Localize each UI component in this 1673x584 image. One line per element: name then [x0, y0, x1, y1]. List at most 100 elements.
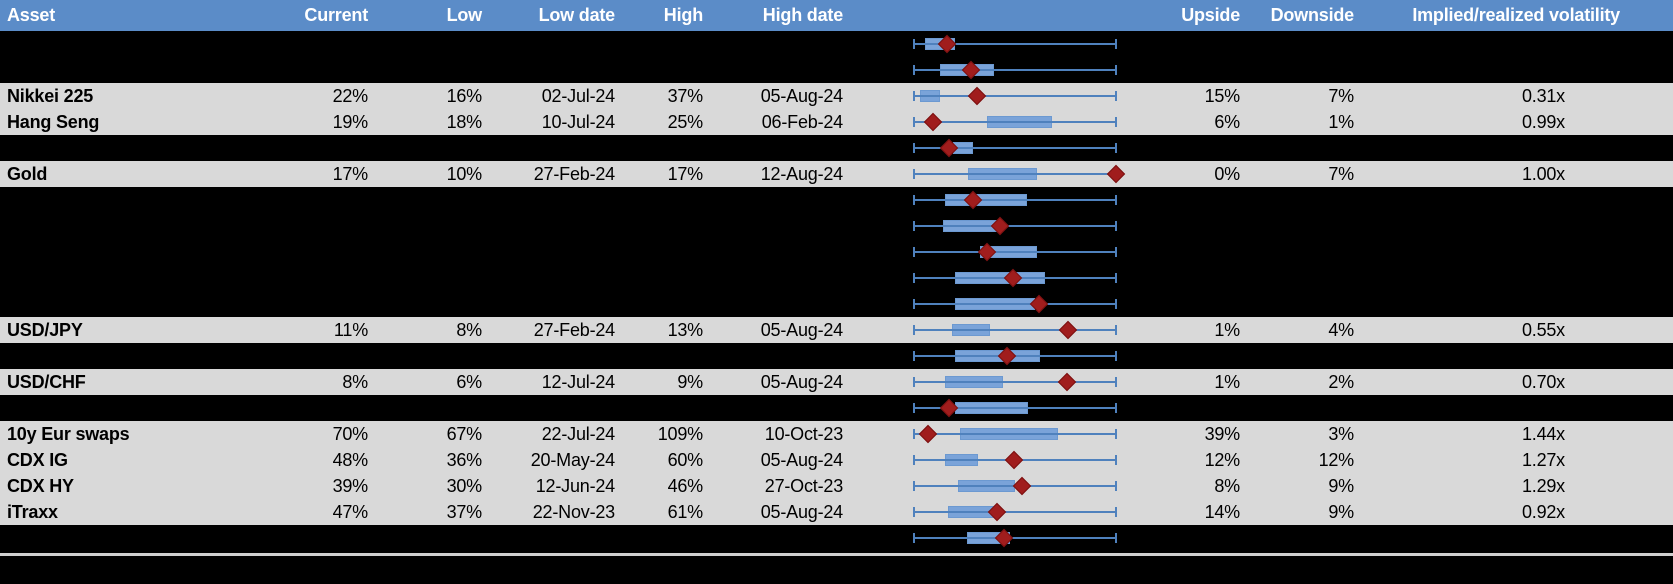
cell-current	[180, 291, 368, 317]
cell-high: 46%	[667, 476, 704, 496]
cell-upside	[1160, 239, 1242, 265]
cell-low: 6%	[456, 372, 482, 392]
table-row	[0, 395, 1673, 421]
cell-low-date	[482, 31, 615, 57]
table-row: CDX IG 48% 36% 20-May-24 60% 05-Aug-24 1…	[0, 447, 1673, 473]
whisker-line	[913, 433, 1117, 435]
cell-low-date	[482, 239, 615, 265]
cell-asset: CDX HY	[7, 476, 74, 496]
cell-high-date	[703, 57, 843, 83]
cell-implied-realized-volatility	[1362, 343, 1673, 369]
cell-high	[615, 213, 703, 239]
table-row: USD/CHF 8% 6% 12-Jul-24 9% 05-Aug-24 1% …	[0, 369, 1673, 395]
cell-box-plot	[843, 57, 1160, 83]
whisker-cap-left	[913, 403, 915, 413]
whisker-cap-left	[913, 169, 915, 179]
whisker-cap-left	[913, 221, 915, 231]
box-plot-track	[913, 499, 1117, 525]
cell-low	[368, 239, 482, 265]
header-high-date: High date	[762, 5, 843, 25]
cell-high-date	[703, 187, 843, 213]
whisker-cap-left	[913, 143, 915, 153]
cell-implied-realized-volatility: 1.29x	[1521, 476, 1565, 496]
cell-current: 8%	[342, 372, 368, 392]
cell-implied-realized-volatility: 0.70x	[1521, 372, 1565, 392]
cell-implied-realized-volatility: 1.00x	[1521, 164, 1565, 184]
whisker-line	[913, 225, 1117, 227]
cell-low	[368, 291, 482, 317]
whisker-line	[913, 121, 1117, 123]
cell-high: 61%	[667, 502, 704, 522]
cell-low: 8%	[456, 320, 482, 340]
cell-upside	[1160, 395, 1242, 421]
cell-box-plot	[843, 31, 1160, 57]
cell-box-plot	[843, 447, 1160, 473]
cell-high: 25%	[667, 112, 704, 132]
cell-high-date: 05-Aug-24	[760, 372, 843, 392]
cell-high-date: 10-Oct-23	[764, 424, 843, 444]
cell-asset: Hang Seng	[7, 112, 100, 132]
cell-box-plot	[843, 421, 1160, 447]
table-row: CDX HY 39% 30% 12-Jun-24 46% 27-Oct-23 8…	[0, 473, 1673, 499]
cell-downside: 3%	[1328, 424, 1354, 444]
whisker-cap-right	[1115, 299, 1117, 309]
cell-box-plot	[843, 239, 1160, 265]
box-plot-track	[913, 395, 1117, 421]
header-current: Current	[304, 5, 368, 25]
cell-box-plot	[843, 83, 1160, 109]
whisker-line	[913, 511, 1117, 513]
cell-upside	[1160, 291, 1242, 317]
cell-high: 13%	[667, 320, 704, 340]
whisker-cap-left	[913, 91, 915, 101]
whisker-cap-right	[1115, 481, 1117, 491]
cell-low-date	[482, 187, 615, 213]
whisker-cap-right	[1115, 91, 1117, 101]
cell-upside: 0%	[1214, 164, 1240, 184]
cell-box-plot	[843, 499, 1160, 525]
current-marker-diamond	[1106, 164, 1126, 184]
table-row: Gold 17% 10% 27-Feb-24 17% 12-Aug-24 0% …	[0, 161, 1673, 187]
cell-upside: 14%	[1204, 502, 1241, 522]
whisker-cap-right	[1115, 533, 1117, 543]
cell-low-date	[482, 395, 615, 421]
cell-low	[368, 31, 482, 57]
cell-upside	[1160, 213, 1242, 239]
box-plot-track	[913, 421, 1117, 447]
box-plot-track	[913, 317, 1117, 343]
whisker-cap-right	[1115, 65, 1117, 75]
cell-low	[368, 135, 482, 161]
bottom-gap	[0, 551, 1673, 553]
cell-downside	[1242, 213, 1362, 239]
cell-implied-realized-volatility: 1.27x	[1521, 450, 1565, 470]
cell-downside: 4%	[1328, 320, 1354, 340]
cell-current: 70%	[332, 424, 369, 444]
header-chart-spacer	[843, 0, 1160, 31]
cell-downside: 12%	[1318, 450, 1355, 470]
cell-current	[180, 265, 368, 291]
whisker-cap-right	[1115, 143, 1117, 153]
cell-high-date: 05-Aug-24	[760, 320, 843, 340]
cell-low: 37%	[446, 502, 483, 522]
cell-low	[368, 525, 482, 551]
cell-downside	[1242, 187, 1362, 213]
cell-upside: 39%	[1204, 424, 1241, 444]
box-plot-track	[913, 265, 1117, 291]
cell-current	[180, 239, 368, 265]
cell-high: 109%	[657, 424, 703, 444]
box-plot-track	[913, 369, 1117, 395]
cell-box-plot	[843, 265, 1160, 291]
cell-low-date: 10-Jul-24	[541, 112, 615, 132]
current-marker-diamond	[1057, 372, 1077, 392]
box-plot-track	[913, 135, 1117, 161]
cell-low-date	[482, 525, 615, 551]
cell-asset	[0, 213, 180, 239]
cell-high: 60%	[667, 450, 704, 470]
cell-implied-realized-volatility	[1362, 239, 1673, 265]
cell-upside: 8%	[1214, 476, 1240, 496]
cell-downside	[1242, 57, 1362, 83]
cell-upside: 12%	[1204, 450, 1241, 470]
cell-high	[615, 525, 703, 551]
cell-implied-realized-volatility	[1362, 265, 1673, 291]
whisker-line	[913, 381, 1117, 383]
